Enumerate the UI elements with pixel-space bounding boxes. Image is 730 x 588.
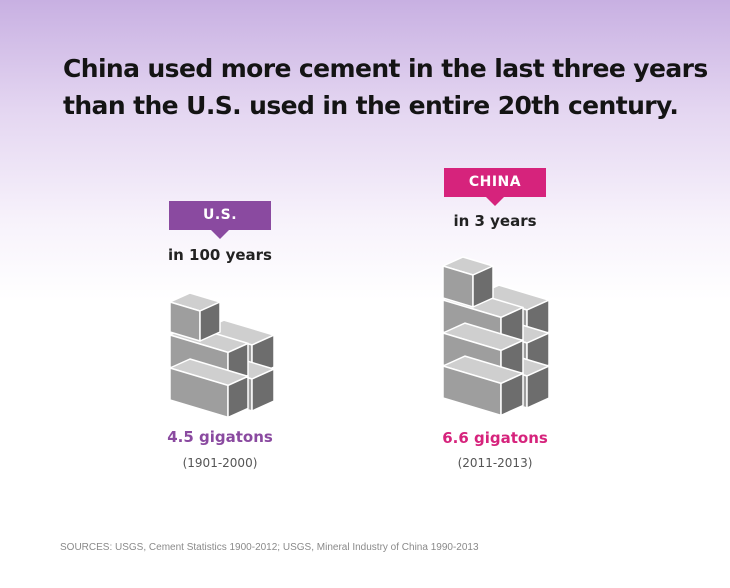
china-block-cap — [442, 256, 494, 308]
us-block-stack — [169, 292, 275, 419]
china-block-stack — [442, 256, 550, 417]
us-tag: U.S. — [169, 201, 271, 239]
china-block-front-3 — [442, 355, 524, 417]
china-value-label: 6.6 gigatons — [442, 429, 548, 447]
china-years: (2011-2013) — [457, 456, 533, 470]
chart-title: China used more cement in the last three… — [63, 50, 708, 124]
china-period: in 3 years — [453, 212, 537, 230]
title-line-2: than the U.S. used in the entire 20th ce… — [63, 91, 679, 120]
us-block-cap — [169, 292, 221, 342]
us-block-front-bottom — [169, 358, 249, 419]
us-value-label: 4.5 gigatons — [167, 428, 273, 446]
title-line-1: China used more cement in the last three… — [63, 54, 708, 83]
us-period: in 100 years — [168, 246, 272, 264]
china-tag: CHINA — [444, 168, 546, 206]
us-years: (1901-2000) — [182, 456, 258, 470]
source-note: SOURCES: USGS, Cement Statistics 1900-20… — [60, 542, 479, 553]
